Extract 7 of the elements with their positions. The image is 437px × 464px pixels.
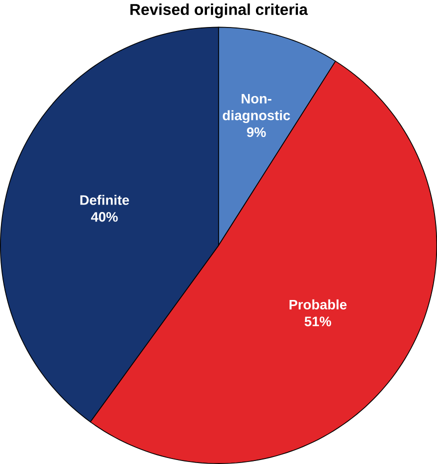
slice-label: Probable (289, 299, 346, 310)
data-label: 40% (90, 212, 118, 222)
slice-label: Definite (80, 194, 129, 205)
data-label: 9% (246, 127, 266, 138)
slice-label: Non-diagnostic (222, 94, 290, 124)
chart-title: Revised original criteria (130, 3, 308, 18)
data-label: 51% (304, 316, 332, 326)
